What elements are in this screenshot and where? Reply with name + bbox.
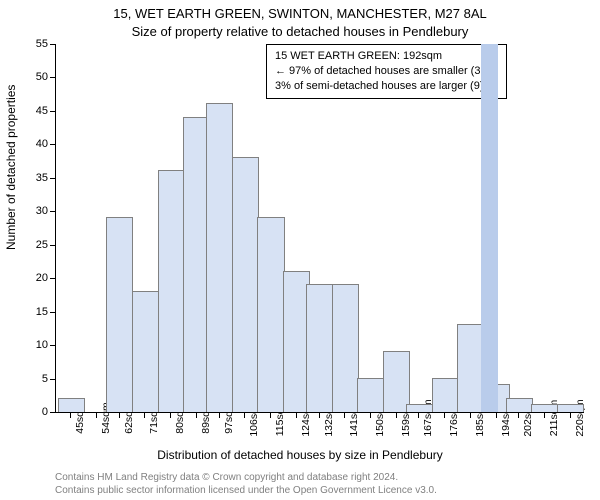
legend-line: ← 97% of detached houses are smaller (31… [275, 64, 498, 79]
histogram-bar [506, 398, 533, 412]
histogram-bar [332, 284, 359, 412]
x-tick [444, 412, 445, 418]
y-tick-label: 50 [36, 71, 48, 83]
y-tick [50, 111, 56, 112]
y-tick [50, 77, 56, 78]
legend-line: 3% of semi-detached houses are larger (9… [275, 79, 498, 94]
attribution-line1: Contains HM Land Registry data © Crown c… [55, 472, 437, 485]
histogram-bar [432, 378, 459, 412]
y-tick-label: 30 [36, 205, 48, 217]
y-tick-label: 40 [36, 138, 48, 150]
y-tick [50, 211, 56, 212]
chart-container: 15, WET EARTH GREEN, SWINTON, MANCHESTER… [0, 0, 600, 500]
histogram-bar [306, 284, 333, 412]
y-tick [50, 245, 56, 246]
histogram-bar [158, 170, 185, 412]
histogram-bar [206, 103, 233, 412]
x-tick [170, 412, 171, 418]
highlight-band [481, 44, 498, 412]
x-tick [96, 412, 97, 418]
attribution-line2: Contains public sector information licen… [55, 485, 437, 498]
x-tick [144, 412, 145, 418]
chart-title-main: 15, WET EARTH GREEN, SWINTON, MANCHESTER… [0, 6, 600, 21]
x-tick [518, 412, 519, 418]
x-tick [319, 412, 320, 418]
x-tick [270, 412, 271, 418]
y-tick-label: 10 [36, 339, 48, 351]
legend-box: 15 WET EARTH GREEN: 192sqm← 97% of detac… [266, 44, 507, 99]
x-tick [496, 412, 497, 418]
x-tick [570, 412, 571, 418]
y-tick [50, 312, 56, 313]
histogram-bar [58, 398, 85, 412]
x-tick [244, 412, 245, 418]
x-tick [544, 412, 545, 418]
y-tick [50, 44, 56, 45]
histogram-bar [406, 404, 433, 412]
x-tick [470, 412, 471, 418]
x-tick [119, 412, 120, 418]
x-axis-label: Distribution of detached houses by size … [0, 448, 600, 462]
y-tick-label: 45 [36, 105, 48, 117]
chart-title-sub: Size of property relative to detached ho… [0, 24, 600, 39]
histogram-bar [232, 157, 259, 412]
y-tick-label: 35 [36, 172, 48, 184]
x-tick [196, 412, 197, 418]
y-tick [50, 379, 56, 380]
x-tick [370, 412, 371, 418]
y-tick [50, 345, 56, 346]
plot-area: 15 WET EARTH GREEN: 192sqm← 97% of detac… [55, 44, 584, 413]
histogram-bar [383, 351, 410, 412]
histogram-bar [257, 217, 284, 412]
histogram-bar [557, 404, 584, 412]
attribution-text: Contains HM Land Registry data © Crown c… [55, 472, 437, 497]
x-tick [219, 412, 220, 418]
y-tick-label: 5 [42, 373, 48, 385]
y-tick-label: 15 [36, 306, 48, 318]
y-tick [50, 412, 56, 413]
y-tick [50, 278, 56, 279]
y-tick-label: 20 [36, 272, 48, 284]
histogram-bar [357, 378, 384, 412]
y-tick-label: 0 [42, 406, 48, 418]
y-tick [50, 144, 56, 145]
y-axis-label: Number of detached properties [4, 85, 18, 250]
legend-line: 15 WET EARTH GREEN: 192sqm [275, 49, 498, 64]
y-tick [50, 178, 56, 179]
y-tick-label: 25 [36, 239, 48, 251]
x-tick [396, 412, 397, 418]
histogram-bar [106, 217, 133, 412]
x-tick [70, 412, 71, 418]
x-tick [418, 412, 419, 418]
histogram-bar [531, 404, 558, 412]
histogram-bar [132, 291, 159, 412]
x-tick [296, 412, 297, 418]
x-tick [344, 412, 345, 418]
y-tick-label: 55 [36, 38, 48, 50]
